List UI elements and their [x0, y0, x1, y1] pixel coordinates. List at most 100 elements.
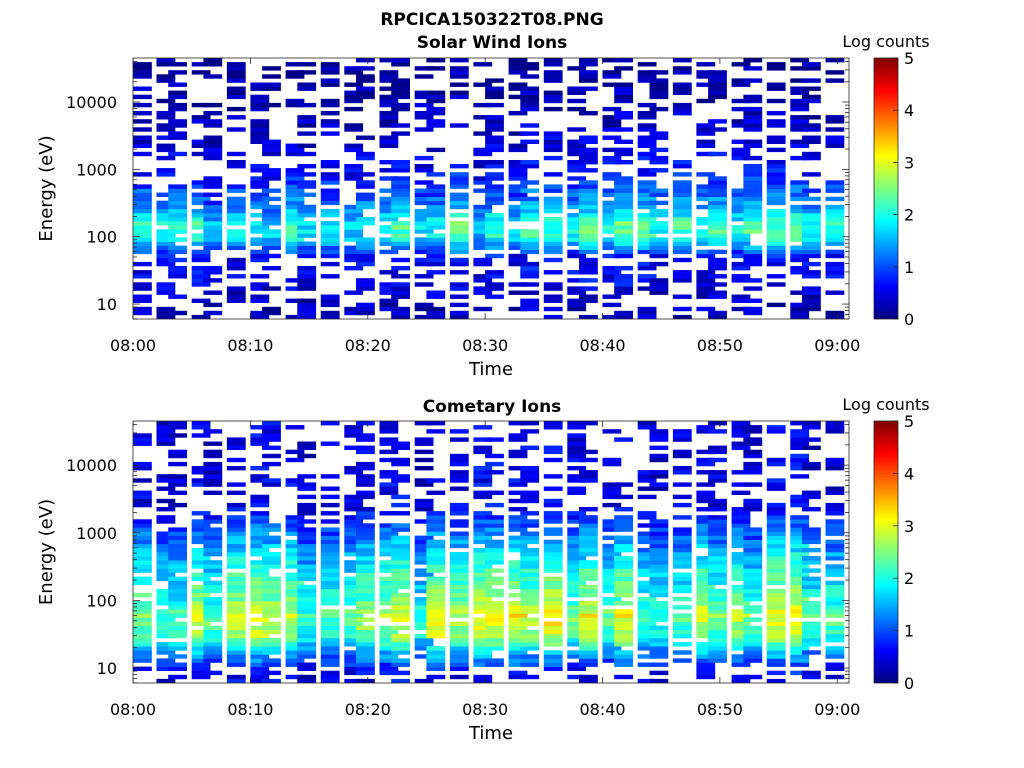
heatmap-cell — [379, 86, 399, 91]
heatmap-cell — [344, 650, 364, 655]
heatmap-cell — [825, 597, 845, 602]
heatmap-cell — [320, 642, 340, 647]
heatmap-cell — [614, 515, 633, 520]
heatmap-column — [825, 58, 845, 319]
heatmap-cell — [520, 490, 540, 495]
heatmap-cell — [802, 135, 821, 140]
heatmap-cell — [391, 523, 410, 528]
heatmap-cell — [473, 523, 493, 528]
heatmap-cell — [473, 208, 493, 214]
heatmap-cell — [567, 143, 587, 148]
heatmap-cell — [602, 270, 622, 275]
heatmap-cell — [262, 204, 281, 210]
heatmap-cell — [485, 253, 504, 259]
heatmap-cell — [449, 123, 469, 128]
heatmap-cell — [191, 237, 211, 242]
heatmap-cell — [226, 160, 246, 165]
heatmap-cell — [133, 225, 152, 230]
heatmap-cell — [191, 597, 211, 602]
heatmap-cell — [579, 168, 598, 173]
heatmap-cell — [766, 609, 786, 614]
heatmap-cell — [379, 633, 399, 639]
heatmap-cell — [449, 229, 469, 234]
heatmap-cell — [356, 576, 375, 581]
heatmap-cell — [262, 576, 281, 581]
heatmap-cell — [320, 274, 340, 279]
heatmap-cell — [485, 592, 504, 598]
heatmap-cell — [320, 621, 340, 626]
heatmap-cell — [614, 160, 633, 165]
heatmap-cell — [602, 527, 622, 532]
heatmap-cell — [696, 253, 716, 259]
heatmap-cell — [743, 115, 763, 120]
heatmap-cell — [672, 494, 692, 500]
heatmap-cell — [579, 213, 598, 218]
heatmap-cell — [637, 127, 657, 132]
heatmap-cell — [708, 625, 727, 631]
heatmap-cell — [414, 229, 434, 234]
heatmap-cell — [356, 560, 375, 565]
heatmap-cell — [250, 257, 270, 263]
heatmap-cell — [602, 274, 622, 279]
heatmap-cell — [156, 642, 176, 647]
heatmap-column — [485, 437, 504, 667]
heatmap-cell — [766, 515, 786, 520]
heatmap-cell — [250, 123, 270, 128]
heatmap-cell — [520, 633, 540, 639]
heatmap-cell — [543, 172, 563, 177]
heatmap-cell — [426, 213, 446, 218]
heatmap-cell — [672, 225, 692, 230]
heatmap-cell — [414, 482, 434, 487]
heatmap-cell — [708, 498, 727, 504]
heatmap-cell — [203, 470, 223, 475]
heatmap-cell — [672, 482, 692, 487]
heatmap-cell — [262, 662, 281, 667]
heatmap-cell — [743, 498, 763, 504]
heatmap-cell — [203, 466, 223, 471]
heatmap-column — [285, 425, 305, 680]
heatmap-cell — [508, 584, 528, 590]
heatmap-cell — [356, 564, 375, 569]
heatmap-cell — [356, 633, 375, 639]
heatmap-cell — [156, 658, 176, 663]
heatmap-cell — [802, 535, 821, 540]
heatmap-cell — [543, 449, 563, 455]
heatmap-cell — [449, 523, 469, 528]
heatmap-cell — [168, 588, 187, 594]
heatmap-cell — [708, 261, 727, 267]
heatmap-cell — [766, 613, 786, 618]
heatmap-cell — [802, 556, 821, 561]
heatmap-cell — [579, 249, 598, 255]
heatmap-cell — [320, 572, 340, 577]
heatmap-cell — [825, 213, 845, 218]
heatmap-cell — [790, 625, 810, 631]
heatmap-cell — [649, 131, 669, 136]
heatmap-cell — [297, 556, 317, 561]
heatmap-cell — [203, 609, 223, 614]
heatmap-cell — [825, 556, 845, 561]
heatmap-cell — [508, 217, 528, 222]
heatmap-cell — [508, 437, 528, 442]
heatmap-cell — [567, 638, 587, 643]
heatmap-cell — [825, 666, 845, 671]
heatmap-cell — [262, 196, 281, 202]
heatmap-cell — [203, 139, 223, 144]
heatmap-cell — [250, 294, 270, 299]
heatmap-cell — [226, 560, 246, 565]
heatmap-cell — [344, 539, 364, 545]
heatmap-cell — [191, 278, 211, 283]
heatmap-cell — [567, 674, 587, 680]
heatmap-cell — [133, 580, 152, 586]
heatmap-cell — [156, 253, 176, 259]
heatmap-cell — [743, 221, 763, 226]
heatmap-cell — [250, 629, 270, 635]
heatmap-cell — [250, 523, 270, 528]
heatmap-cell — [743, 547, 763, 553]
heatmap-cell — [637, 70, 657, 75]
heatmap-cell — [802, 445, 821, 450]
heatmap-cell — [766, 147, 786, 153]
heatmap-cell — [766, 135, 786, 140]
heatmap-cell — [743, 172, 763, 177]
heatmap-cell — [520, 621, 540, 626]
heatmap-cell — [297, 539, 317, 545]
